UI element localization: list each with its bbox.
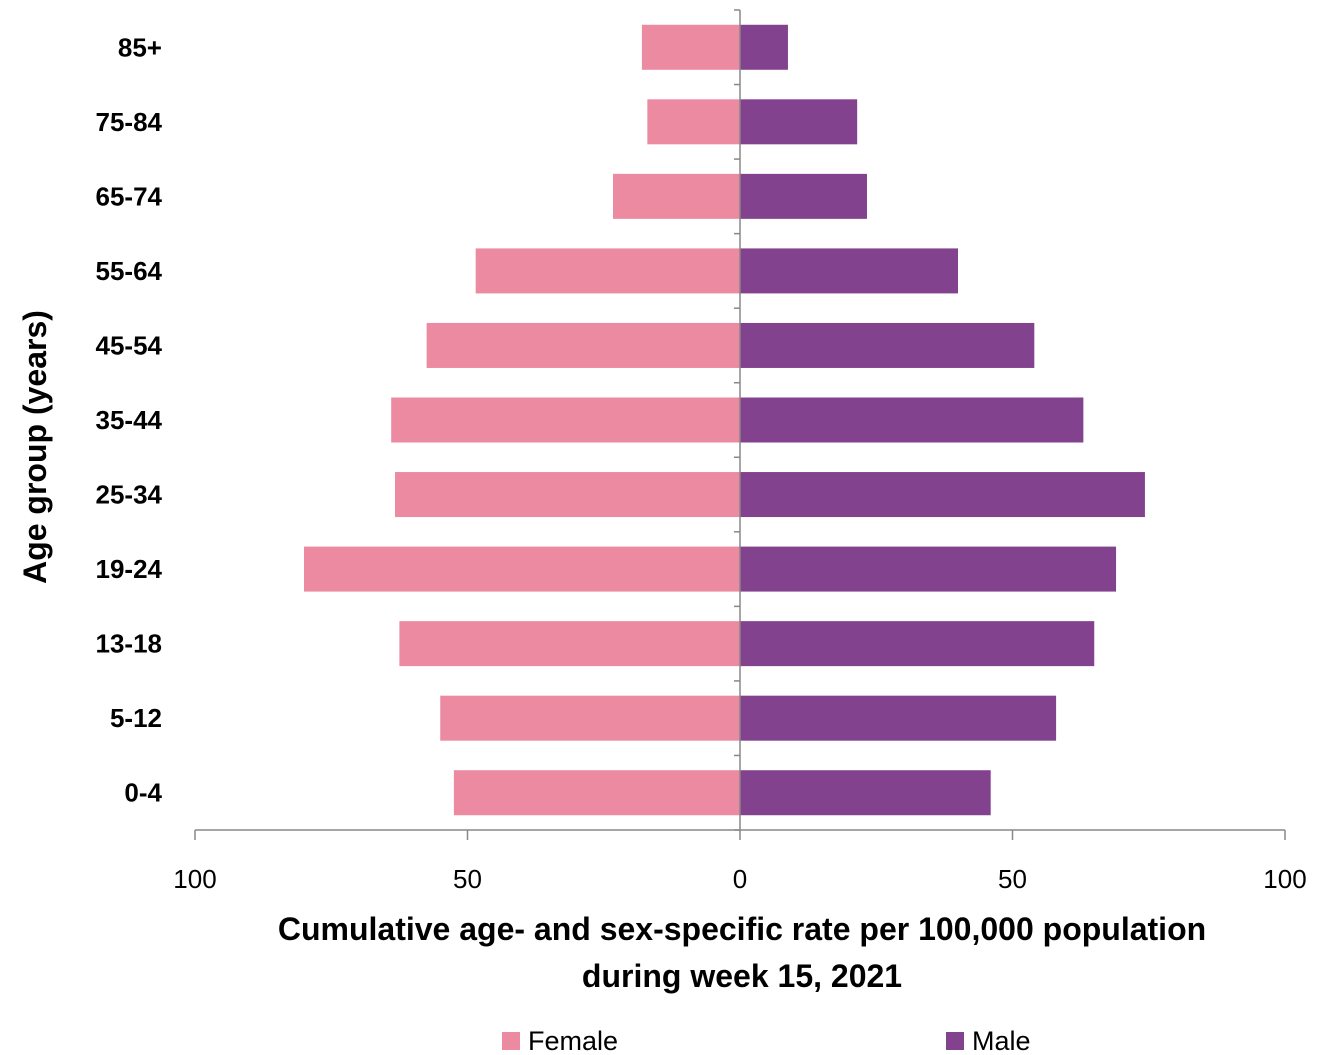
y-axis-title: Age group (years) (17, 310, 53, 584)
bar-female-25-34 (395, 472, 740, 518)
bar-male-75-84 (740, 99, 858, 145)
x-tick-label-0: 100 (173, 864, 216, 894)
legend-swatch-male (946, 1032, 964, 1050)
category-label-75-84: 75-84 (96, 107, 163, 137)
bar-female-35-44 (391, 397, 740, 443)
axes-group (194, 9, 1286, 840)
bar-female-0-4 (453, 770, 740, 816)
bar-male-5-12 (740, 695, 1057, 741)
bar-male-13-18 (740, 621, 1095, 667)
legend: Female Male (502, 1026, 1031, 1055)
bar-female-85+ (641, 24, 740, 70)
legend-label-female: Female (528, 1026, 618, 1055)
bar-male-35-44 (740, 397, 1084, 443)
bar-female-55-64 (475, 248, 740, 294)
category-label-45-54: 45-54 (96, 330, 163, 360)
bar-female-65-74 (613, 173, 740, 219)
bar-female-75-84 (647, 99, 740, 145)
category-label-35-44: 35-44 (96, 405, 163, 435)
x-tick-label-2: 0 (733, 864, 747, 894)
legend-swatch-female (502, 1032, 520, 1050)
bar-male-85+ (740, 24, 788, 70)
bar-female-5-12 (440, 695, 740, 741)
category-label-13-18: 13-18 (96, 629, 163, 659)
bar-female-19-24 (304, 546, 740, 592)
bar-male-65-74 (740, 173, 867, 219)
labels-group: 0-4 5-12 13-18 19-24 25-34 35-44 45-54 55-64 65-… (96, 32, 1307, 894)
x-axis-title-line-2: during week 15, 2021 (582, 958, 902, 994)
x-tick-label-1: 50 (453, 864, 482, 894)
category-label-5-12: 5-12 (110, 703, 162, 733)
bar-male-19-24 (740, 546, 1117, 592)
category-label-0-4: 0-4 (124, 778, 162, 808)
category-label-85+: 85+ (118, 32, 162, 62)
bar-female-13-18 (399, 621, 740, 667)
category-label-25-34: 25-34 (96, 480, 163, 510)
bar-male-25-34 (740, 472, 1145, 518)
legend-label-male: Male (972, 1026, 1031, 1055)
x-tick-label-4: 100 (1263, 864, 1306, 894)
bar-male-0-4 (740, 770, 991, 816)
x-tick-label-3: 50 (998, 864, 1027, 894)
bar-male-55-64 (740, 248, 958, 294)
bar-male-45-54 (740, 322, 1035, 368)
x-axis-title-line-1: Cumulative age- and sex-specific rate pe… (278, 911, 1206, 947)
category-label-55-64: 55-64 (96, 256, 163, 286)
category-label-19-24: 19-24 (96, 554, 163, 584)
bars-group (304, 24, 1145, 816)
category-label-65-74: 65-74 (96, 181, 163, 211)
bar-female-45-54 (426, 322, 740, 368)
